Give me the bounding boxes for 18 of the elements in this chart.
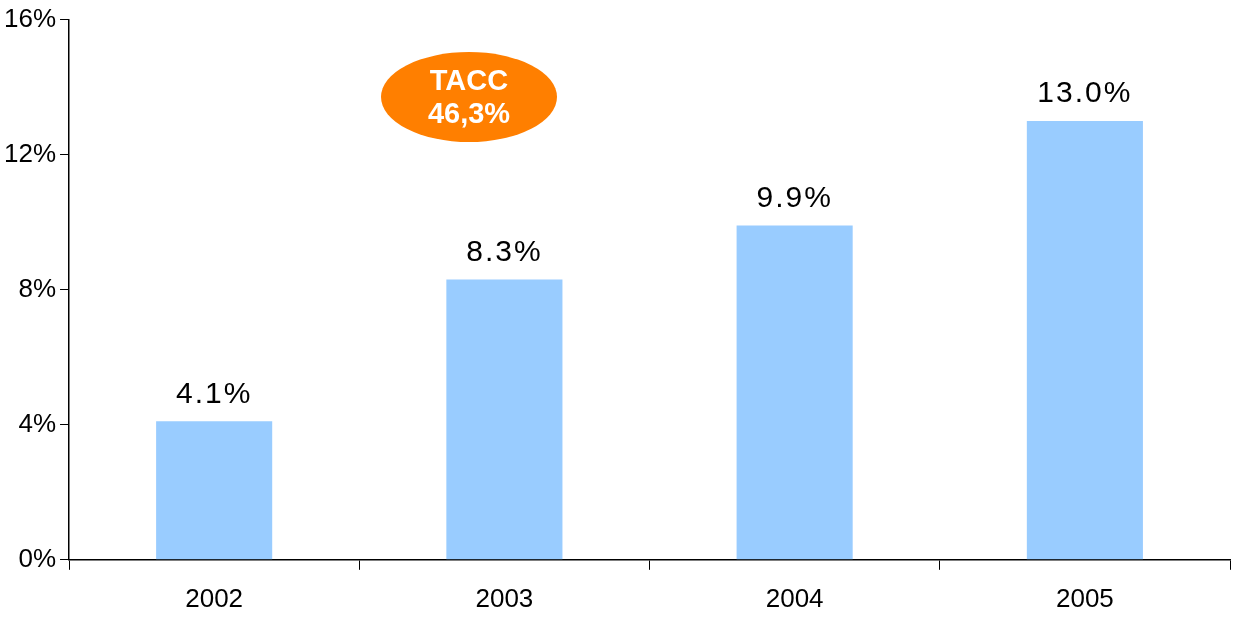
oval-badge: TACC 46,3% (381, 52, 557, 142)
y-tick-label: 12% (3, 137, 57, 168)
bar (1026, 120, 1143, 560)
x-tick-label: 2003 (475, 582, 534, 613)
y-tick-label: 16% (3, 2, 57, 33)
y-tick-label: 4% (18, 407, 57, 438)
y-tick-label: 0% (18, 542, 57, 573)
bar (446, 279, 563, 560)
data-label: 8.3% (466, 233, 543, 267)
bar (156, 421, 273, 560)
data-label: 9.9% (756, 179, 833, 213)
data-label: 4.1% (175, 375, 253, 409)
y-tick-label: 8% (18, 272, 57, 303)
data-label: 13.0% (1037, 75, 1133, 109)
x-tick-label: 2002 (185, 582, 244, 613)
x-tick-label: 2004 (765, 582, 824, 613)
bar (736, 225, 853, 560)
x-tick-label: 2005 (1055, 582, 1114, 613)
